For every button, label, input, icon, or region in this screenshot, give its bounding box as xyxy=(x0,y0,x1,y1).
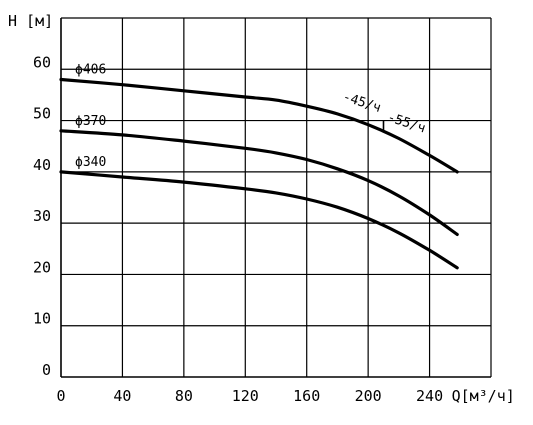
series-label: ϕ406 xyxy=(75,63,106,78)
x-tick-label: 40 xyxy=(113,387,131,405)
y-tick-label: 60 xyxy=(33,53,51,71)
x-tick-label: 120 xyxy=(232,387,259,405)
x-tick-label: 0 xyxy=(56,387,65,405)
y-tick-label: 40 xyxy=(33,156,51,174)
chart-grid xyxy=(60,17,492,378)
series-line xyxy=(59,170,459,270)
y-tick-label: 20 xyxy=(33,258,51,276)
y-tick-label: 30 xyxy=(33,207,51,225)
series-line xyxy=(59,129,459,236)
y-axis-label: H [м] xyxy=(8,12,53,30)
curve-annotation: -55/ч xyxy=(385,110,427,136)
series-label: ϕ340 xyxy=(75,155,106,170)
curve-annotation: -45/ч xyxy=(341,90,383,116)
y-tick-label: 10 xyxy=(33,310,51,328)
x-tick-label: 200 xyxy=(355,387,382,405)
y-tick-label: 50 xyxy=(33,105,51,123)
series-label: ϕ370 xyxy=(75,114,106,129)
y-tick-label: 0 xyxy=(42,361,51,379)
pump-curves xyxy=(59,77,459,270)
x-tick-label: 160 xyxy=(293,387,320,405)
x-tick-label: 240 xyxy=(416,387,443,405)
series-line xyxy=(59,77,459,174)
x-tick-label: 80 xyxy=(175,387,193,405)
x-axis-label: Q[м³/ч] xyxy=(452,387,515,405)
chart-labels: 0 10 20 30 40 50 60 0 40 80 120 160 200 240 H [м] Q[м³/… xyxy=(8,12,515,405)
